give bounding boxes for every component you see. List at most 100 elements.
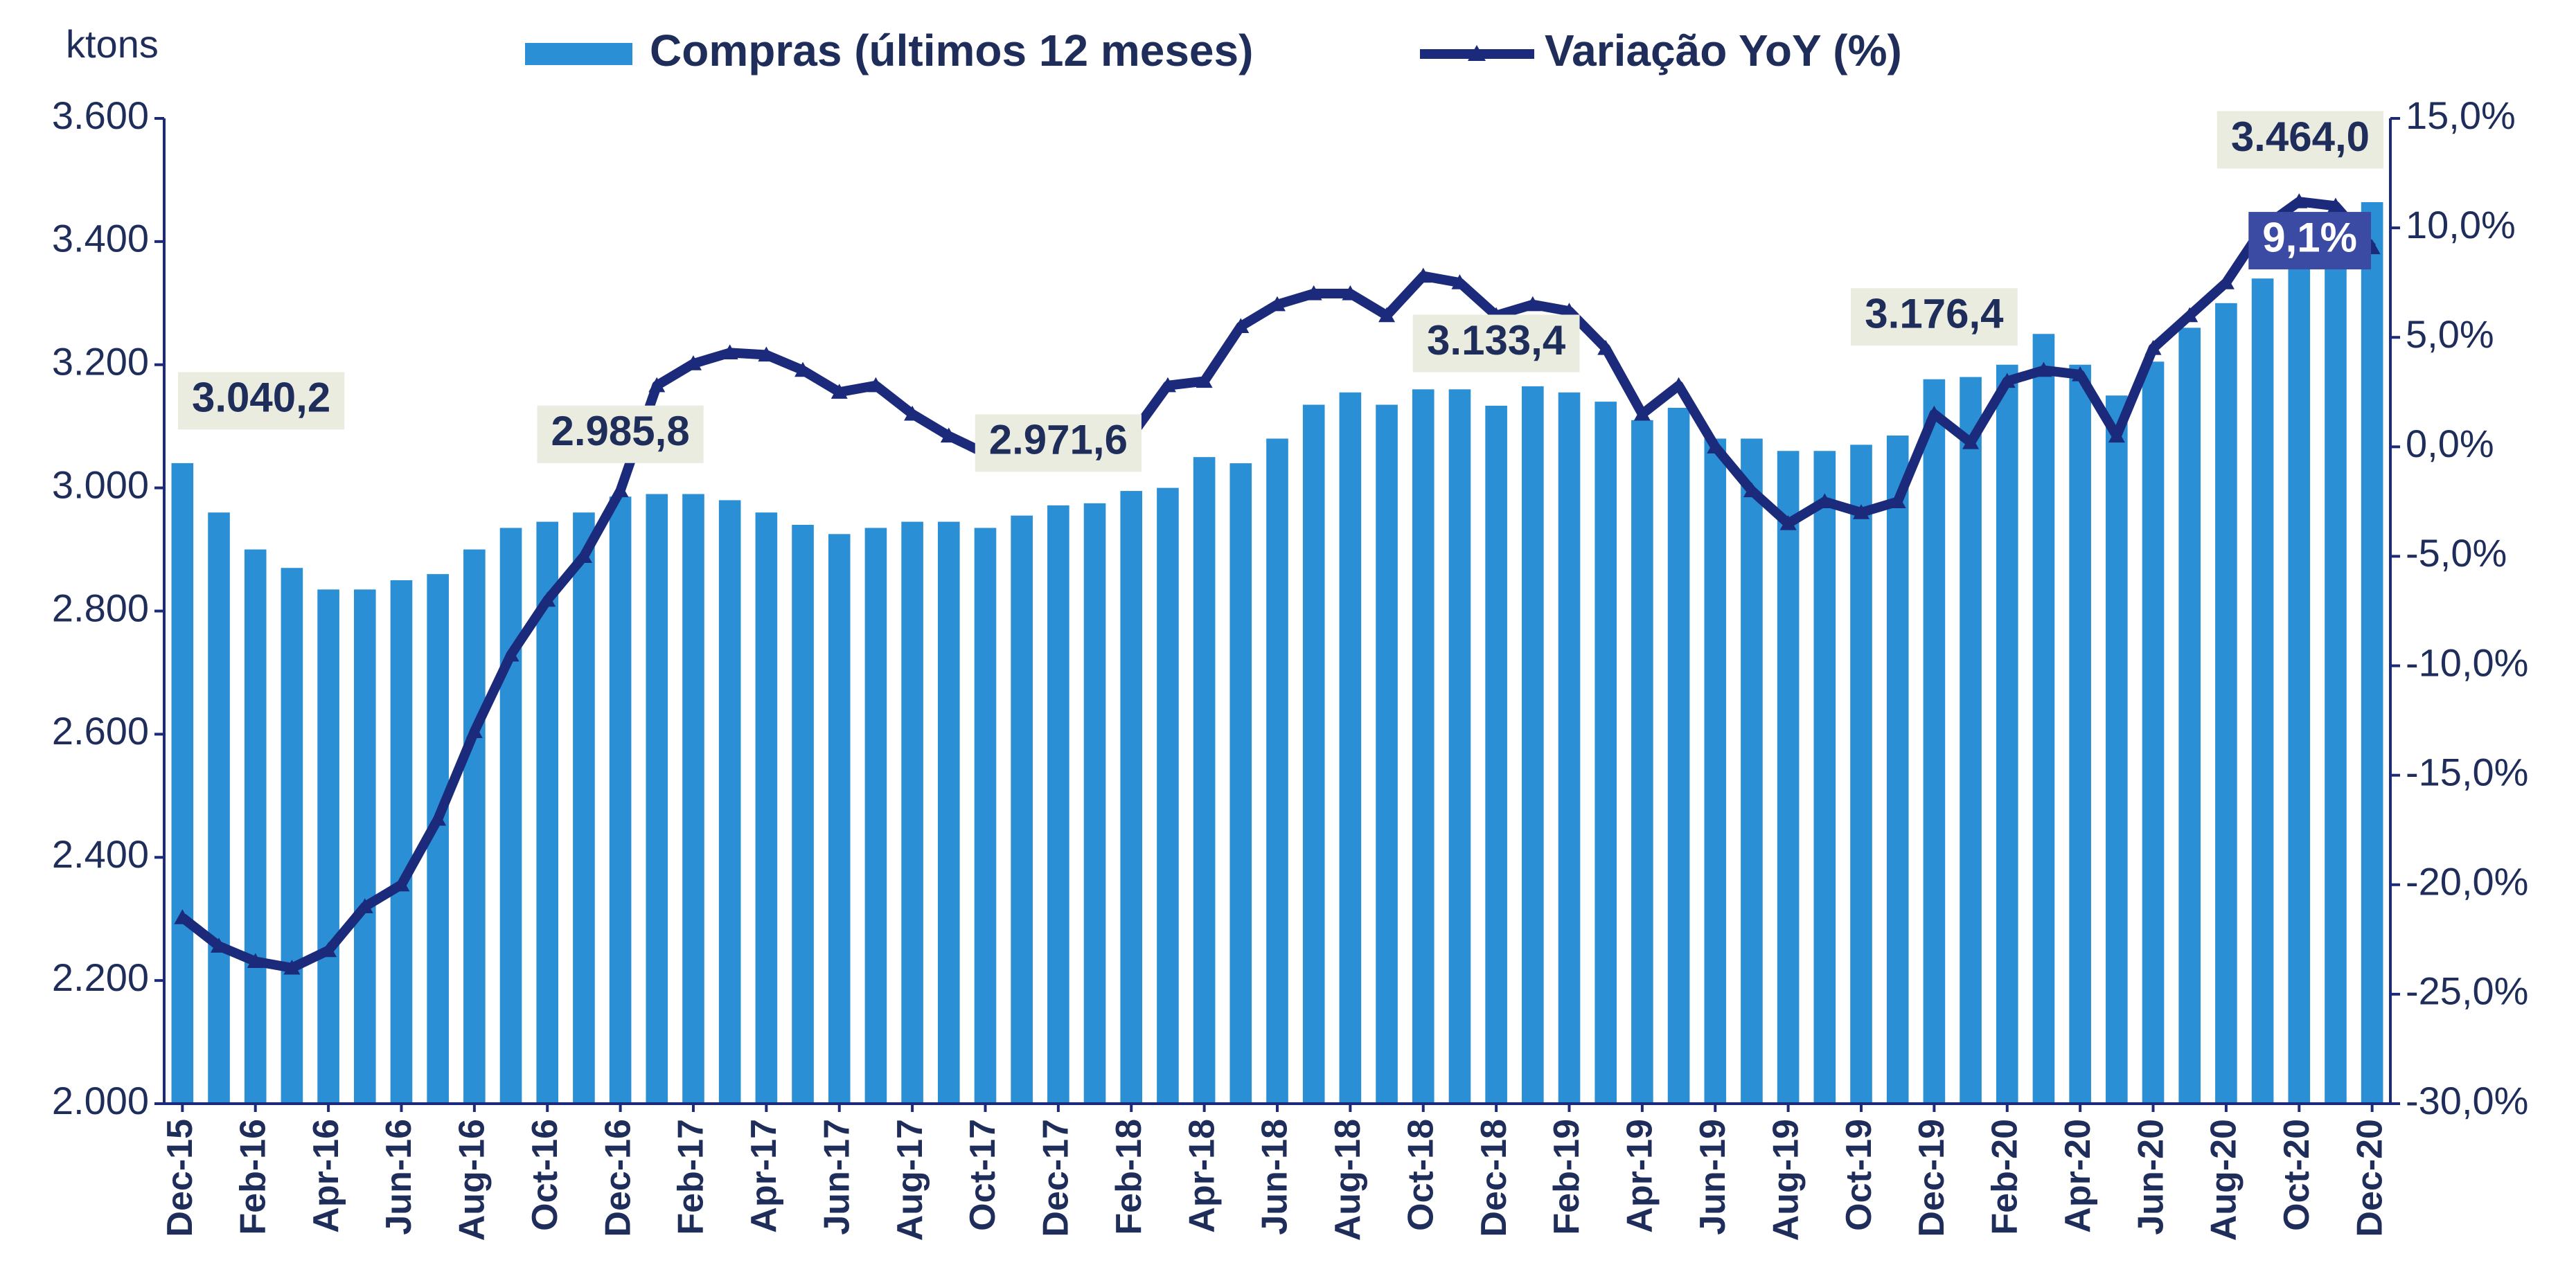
marker [1269,296,1286,312]
marker [1707,438,1724,454]
marker [1378,307,1396,323]
marker [174,909,191,924]
bar [1229,463,1252,1104]
data-label-box [2217,111,2383,169]
data-label: 9,1% [2248,212,2372,270]
data-label: 2.971,6 [975,414,1142,472]
marker [2327,197,2344,213]
x-tick-label: Dec-16 [598,1119,638,1237]
marker [2035,361,2052,377]
legend-marker [1468,45,1486,61]
x-tick-label: Apr-17 [744,1119,784,1233]
x-tick-label: Oct-18 [1401,1119,1441,1231]
bar [755,512,778,1104]
data-label-text: 9,1% [2262,214,2357,260]
x-tick-label: Feb-16 [233,1119,273,1235]
marker [1561,303,1578,318]
legend-label: Variação YoY (%) [1545,26,1902,75]
data-label-text: 3.040,2 [192,375,330,421]
marker [940,427,957,443]
bar [864,528,887,1104]
marker [283,959,301,975]
marker [1889,493,1906,508]
marker [867,377,885,393]
bar [1193,457,1216,1104]
x-tick-label: Oct-20 [2277,1119,2317,1231]
marker [1853,504,1870,519]
y2-tick-label: -15,0% [2406,750,2528,793]
x-tick-label: Apr-20 [2058,1119,2098,1233]
x-tick-label: Oct-16 [525,1119,565,1231]
bar [463,549,486,1104]
marker [721,344,738,359]
bar [2361,201,2383,1104]
bar [718,500,741,1104]
y-tick-label: 2.200 [52,955,149,999]
y2-tick-label: 5,0% [2406,312,2494,356]
bar [244,549,267,1104]
marker [429,810,447,826]
x-tick-label: Dec-19 [1912,1119,1952,1237]
bar [208,512,230,1104]
bar [573,512,595,1104]
y2-tick-label: 10,0% [2406,203,2516,246]
legend-swatch [525,43,632,65]
x-tick-label: Dec-17 [1036,1119,1076,1237]
x-tick-label: Apr-18 [1182,1119,1222,1233]
marker [830,384,848,399]
bar [317,589,339,1104]
marker [1633,405,1651,421]
bar [1412,389,1434,1104]
marker [2181,307,2199,323]
x-tick-label: Aug-17 [890,1119,930,1241]
bar [609,496,632,1104]
data-label-box [1412,314,1580,373]
marker [320,942,337,958]
marker [1779,515,1797,530]
bar [1813,451,1836,1104]
x-tick-label: Apr-19 [1620,1119,1660,1233]
marker [1743,482,1760,498]
x-tick-label: Dec-18 [1474,1119,1514,1237]
bar [1376,404,1398,1104]
marker [2217,274,2235,289]
bar [2325,229,2347,1104]
bar [1886,436,1909,1104]
bar [353,589,376,1104]
marker [1998,373,2016,388]
data-label-text: 2.971,6 [989,417,1128,463]
data-label-text: 3.464,0 [2231,114,2370,160]
marker [1451,274,1468,289]
marker [1670,377,1687,393]
y2-tick-label: -25,0% [2406,969,2528,1013]
marker [2291,193,2308,208]
bar [828,534,851,1104]
bar [1704,438,1727,1104]
x-tick-label: Aug-20 [2204,1119,2244,1241]
bar [1850,445,1872,1104]
bar [646,494,668,1104]
data-label-box [1850,288,2018,346]
y-tick-label: 2.600 [52,709,149,753]
x-tick-label: Oct-17 [963,1119,1003,1231]
legend-label: Compras (últimos 12 meses) [650,26,1253,75]
marker [1926,405,1943,421]
bar [792,524,814,1104]
marker [1597,340,1615,355]
data-label-box [975,414,1142,472]
marker [211,937,228,953]
data-label: 3.176,4 [1850,288,2018,346]
bar [1558,392,1581,1104]
bar [1485,405,1507,1104]
bar [937,521,960,1104]
marker [247,953,264,969]
bar [1996,364,2018,1104]
x-tick-label: Aug-16 [452,1119,492,1241]
data-label-box [178,372,345,430]
data-label: 3.133,4 [1412,314,1580,373]
data-label-box [2248,212,2372,270]
bar [901,521,923,1104]
marker [1342,285,1359,300]
data-label-text: 3.176,4 [1865,291,2004,337]
marker [648,377,666,393]
